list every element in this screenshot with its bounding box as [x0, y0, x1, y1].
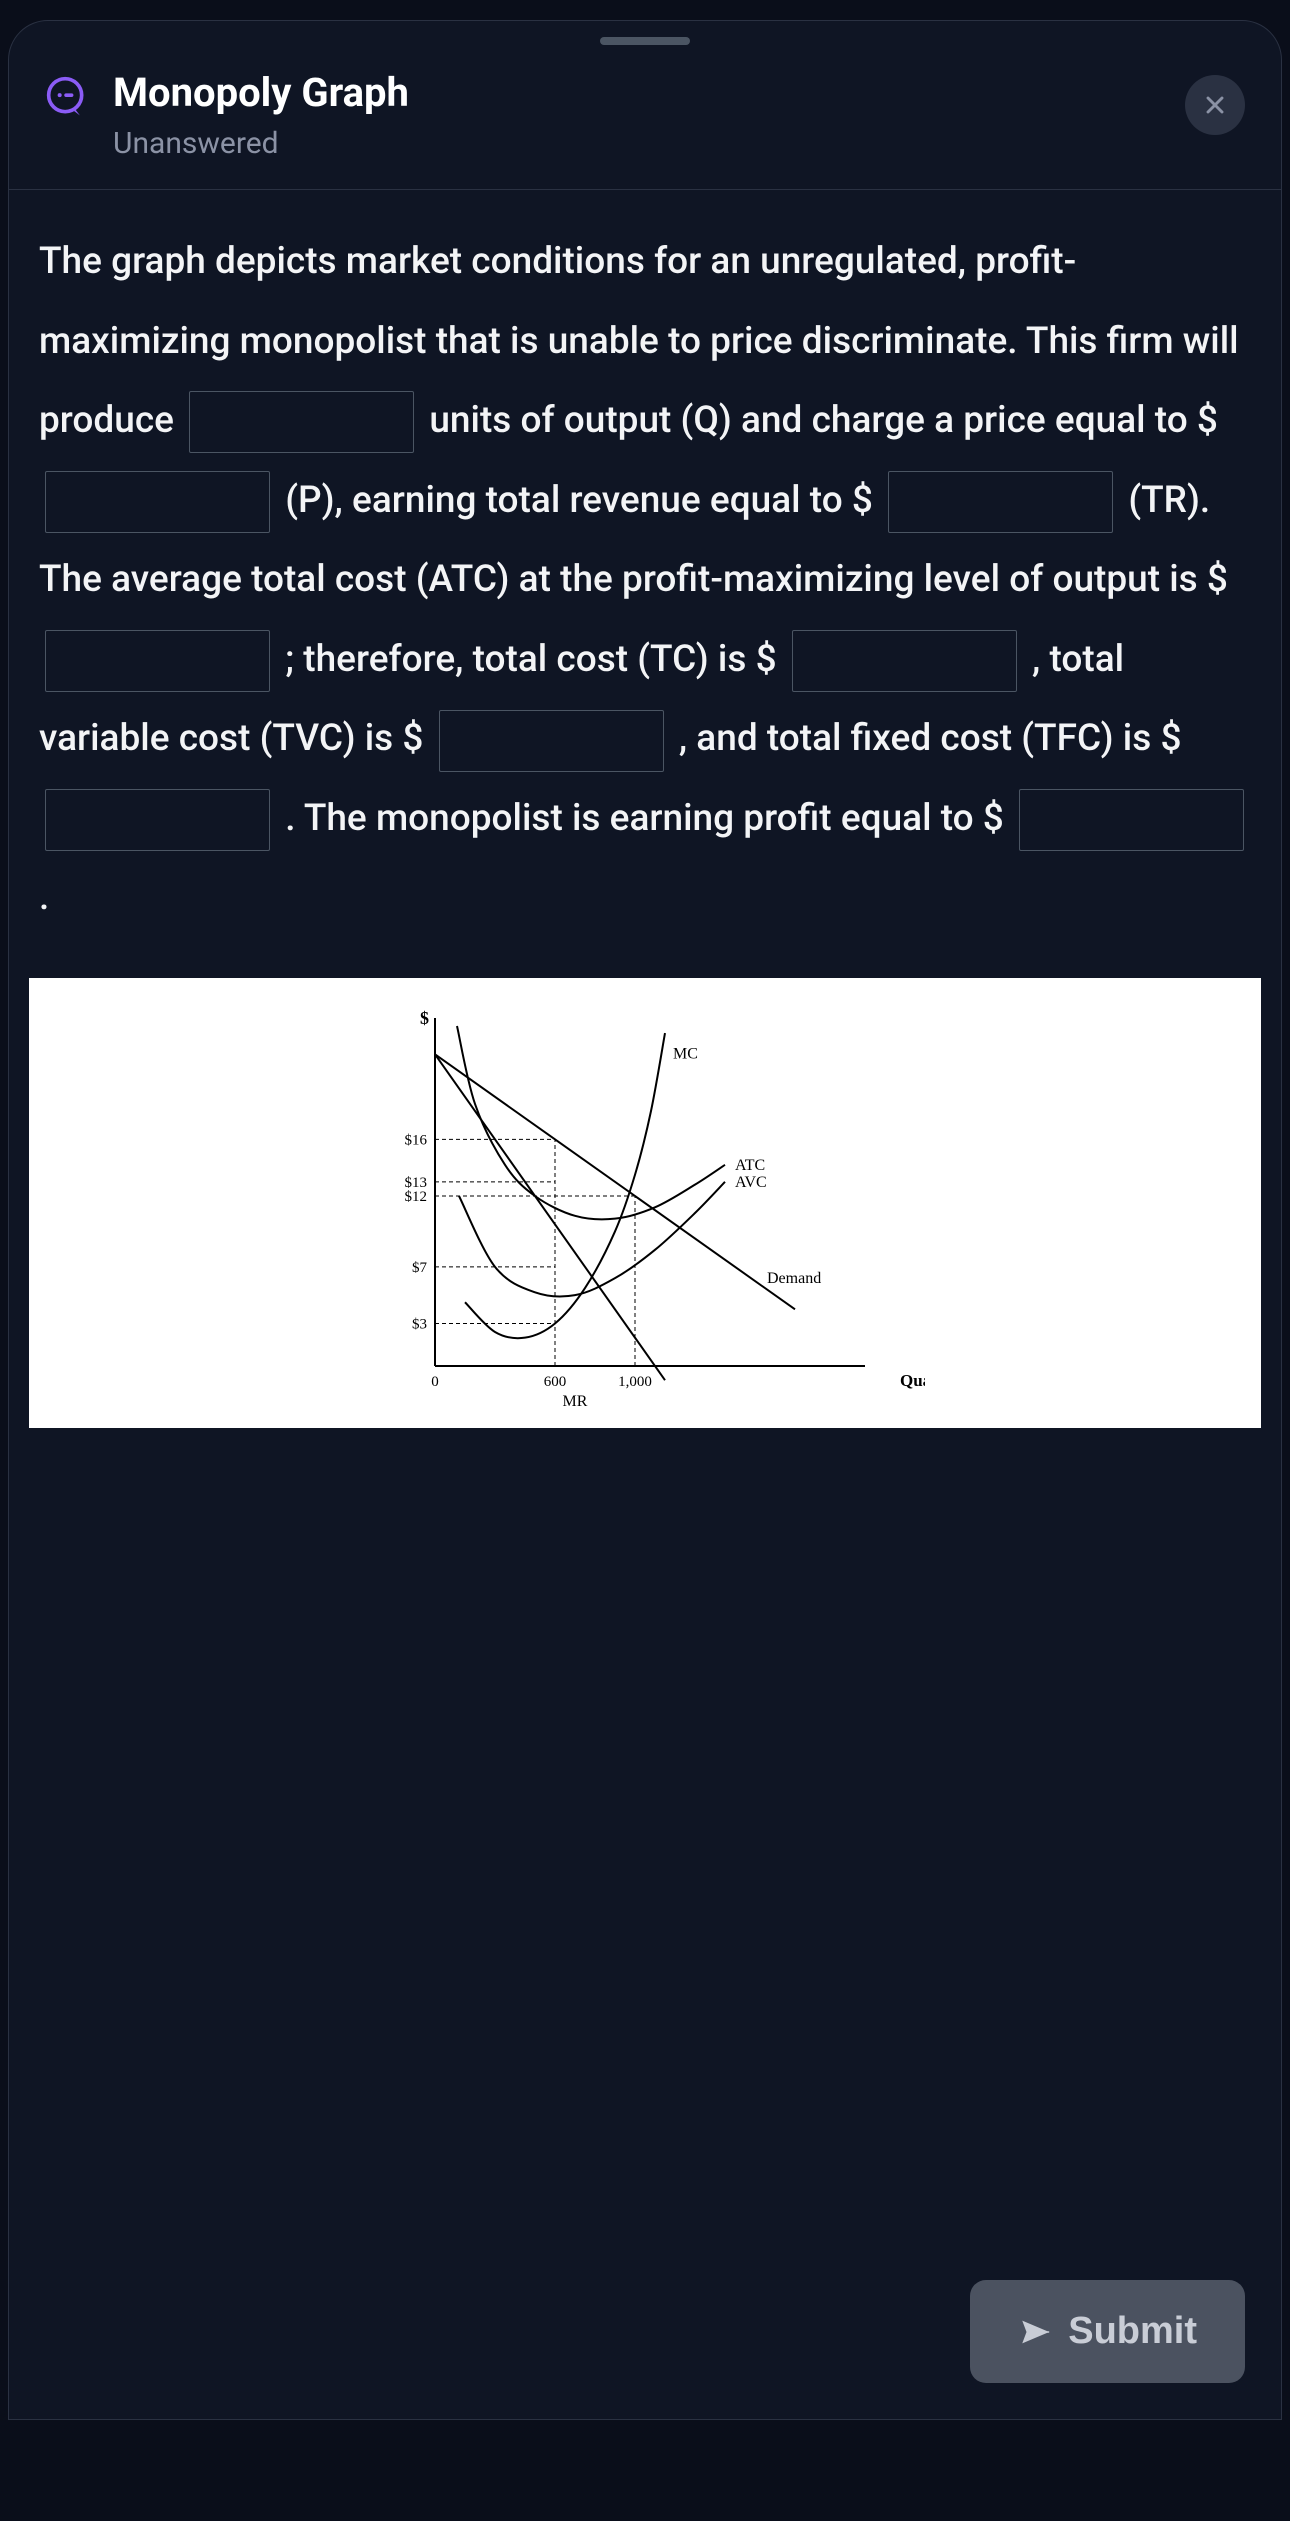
svg-text:MC: MC	[673, 1045, 698, 1062]
send-icon	[1018, 2315, 1052, 2349]
blank-tc[interactable]	[792, 630, 1017, 692]
svg-text:Demand: Demand	[767, 1270, 821, 1287]
svg-text:$16: $16	[405, 1132, 428, 1148]
svg-text:600: 600	[544, 1374, 567, 1390]
question-card: Monopoly Graph Unanswered The graph depi…	[8, 20, 1282, 2420]
svg-text:$7: $7	[412, 1260, 428, 1276]
blank-profit[interactable]	[1019, 789, 1244, 851]
svg-text:$12: $12	[405, 1189, 428, 1205]
svg-text:MR: MR	[563, 1393, 588, 1410]
submit-button[interactable]: Submit	[970, 2280, 1245, 2383]
svg-text:0: 0	[431, 1374, 439, 1390]
monopoly-graph: $16$13$12$7$306001,000$QuantityMCATCAVCD…	[365, 1006, 925, 1416]
question-text: units of output (Q) and charge a price e…	[429, 399, 1218, 442]
blank-tr[interactable]	[888, 471, 1113, 533]
blank-atc[interactable]	[45, 630, 270, 692]
question-text: (P), earning total revenue equal to $	[285, 479, 882, 522]
svg-text:$3: $3	[412, 1316, 427, 1332]
submit-label: Submit	[1068, 2310, 1197, 2353]
question-text: .	[39, 876, 49, 919]
card-title: Monopoly Graph	[113, 69, 1161, 116]
close-icon	[1201, 91, 1229, 119]
blank-tvc[interactable]	[439, 710, 664, 772]
question-text: ; therefore, total cost (TC) is $	[285, 638, 786, 681]
close-button[interactable]	[1185, 75, 1245, 135]
question-chat-icon	[45, 75, 89, 119]
svg-text:$: $	[420, 1008, 429, 1028]
blank-q[interactable]	[189, 391, 414, 453]
graph-container: $16$13$12$7$306001,000$QuantityMCATCAVCD…	[29, 978, 1261, 1428]
svg-text:ATC: ATC	[735, 1157, 765, 1174]
card-header: Monopoly Graph Unanswered	[9, 45, 1281, 190]
blank-p[interactable]	[45, 471, 270, 533]
svg-text:AVC: AVC	[735, 1174, 767, 1191]
drag-handle[interactable]	[600, 37, 690, 45]
question-text: . The monopolist is earning profit equal…	[285, 797, 1013, 840]
blank-tfc[interactable]	[45, 789, 270, 851]
header-text: Monopoly Graph Unanswered	[113, 69, 1161, 161]
question-text: , and total fixed cost (TFC) is $	[679, 717, 1182, 760]
card-subtitle: Unanswered	[113, 126, 1161, 161]
footer: Submit	[9, 2220, 1281, 2419]
svg-text:Quantity: Quantity	[900, 1371, 925, 1390]
svg-text:1,000: 1,000	[618, 1374, 652, 1390]
question-body: The graph depicts market conditions for …	[9, 190, 1281, 978]
